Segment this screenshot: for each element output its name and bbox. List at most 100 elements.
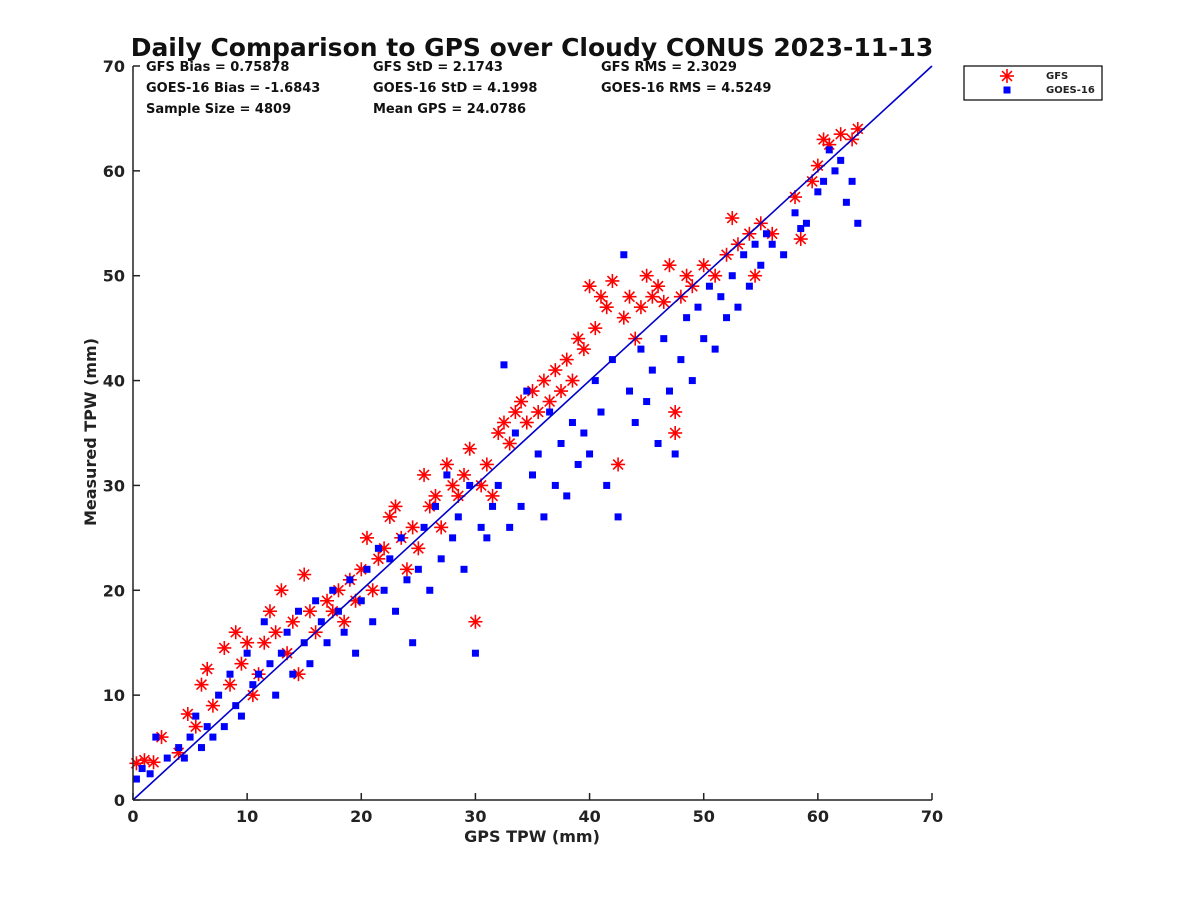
gfs-point (662, 258, 677, 273)
legend-gfs-marker (1000, 69, 1014, 83)
goes16-point (831, 167, 839, 175)
goes16-point (352, 649, 360, 657)
gfs-point (240, 635, 255, 650)
gfs-point (496, 415, 511, 430)
x-axis-label: GPS TPW (mm) (464, 827, 600, 846)
x-tick-label: 40 (578, 807, 600, 826)
stats-block: GFS Bias = 0.75878 GFS StD = 2.1743 GFS RM… (146, 60, 771, 117)
goes16-point (631, 419, 639, 427)
goes16-point (626, 387, 634, 395)
goes16-point (243, 649, 251, 657)
x-tick-label: 0 (127, 807, 138, 826)
goes16-point (797, 225, 805, 233)
goes16-point (671, 450, 679, 458)
gfs-point (599, 300, 614, 315)
goes16-point (620, 251, 628, 259)
x-ticks: 0 10 20 30 40 50 60 70 (127, 793, 943, 826)
goes16-point (728, 272, 736, 280)
goes16-point (283, 628, 291, 636)
gfs-point (257, 635, 272, 650)
gfs-point (833, 127, 848, 142)
gfs-point (485, 488, 500, 503)
goes16-point (363, 565, 371, 573)
goes16-point (277, 649, 285, 657)
goes16-point (751, 240, 759, 248)
gfs-point (268, 625, 283, 640)
stat-text: GOES-16 Bias = -1.6843 (146, 81, 320, 96)
goes16-point (260, 618, 268, 626)
goes16-point (483, 534, 491, 542)
goes16-point (614, 513, 622, 521)
gfs-point (434, 520, 449, 535)
gfs-point (571, 331, 586, 346)
gfs-point (793, 232, 808, 247)
gfs-point (262, 604, 277, 619)
goes16-point (132, 775, 140, 783)
gfs-point (542, 394, 557, 409)
goes16-point (643, 398, 651, 406)
gfs-point (559, 352, 574, 367)
goes16-point (717, 293, 725, 301)
goes16-point (163, 754, 171, 762)
gfs-point (548, 363, 563, 378)
y-tick-label: 70 (103, 57, 125, 76)
gfs-point (656, 294, 671, 309)
gfs-point (565, 373, 580, 388)
goes16-point (660, 335, 668, 343)
gfs-series (129, 121, 865, 771)
plot-area (129, 65, 933, 801)
gfs-point (588, 321, 603, 336)
goes16-point (346, 576, 354, 584)
goes16-point (534, 450, 542, 458)
y-axis-label: Measured TPW (mm) (81, 338, 100, 526)
gfs-point (146, 755, 161, 770)
x-tick-label: 10 (236, 807, 258, 826)
gfs-point (593, 289, 608, 304)
goes16-point (414, 565, 422, 573)
stat-text: Mean GPS = 24.0786 (373, 102, 526, 117)
gfs-point (457, 467, 472, 482)
goes16-point (437, 555, 445, 563)
stat-text: GFS StD = 2.1743 (373, 60, 503, 75)
goes16-point (648, 366, 656, 374)
goes16-point (369, 618, 377, 626)
gfs-point (462, 441, 477, 456)
goes16-point (603, 481, 611, 489)
goes16-point (420, 523, 428, 531)
goes16-point (192, 712, 200, 720)
goes16-point (272, 691, 280, 699)
goes16-point (586, 450, 594, 458)
gfs-point (805, 174, 820, 189)
y-tick-label: 30 (103, 476, 125, 495)
goes16-point (489, 502, 497, 510)
gfs-point (411, 541, 426, 556)
gfs-point (639, 268, 654, 283)
goes16-point (138, 765, 146, 773)
gfs-point (508, 405, 523, 420)
gfs-point (382, 509, 397, 524)
gfs-point (180, 707, 195, 722)
x-tick-label: 50 (693, 807, 715, 826)
gfs-point (439, 457, 454, 472)
goes16-point (203, 723, 211, 731)
goes16-point (443, 471, 451, 479)
goes16-point (854, 219, 862, 227)
goes16-point (529, 471, 536, 479)
stat-text: GOES-16 RMS = 4.5249 (601, 81, 771, 96)
gfs-point (668, 405, 683, 420)
goes16-point (380, 586, 388, 594)
legend: GFS GOES-16 (963, 65, 1103, 101)
goes16-point (694, 303, 702, 311)
goes16-point (711, 345, 719, 353)
goes16-point (426, 586, 434, 594)
goes16-point (820, 177, 828, 185)
x-tick-label: 70 (921, 807, 943, 826)
gfs-point (228, 625, 243, 640)
gfs-point (194, 677, 209, 692)
gfs-point (582, 279, 597, 294)
goes16-point (431, 502, 439, 510)
goes16-point (768, 240, 776, 248)
goes16-point (209, 733, 217, 741)
goes16-point (842, 198, 850, 206)
goes16-point (289, 670, 297, 678)
